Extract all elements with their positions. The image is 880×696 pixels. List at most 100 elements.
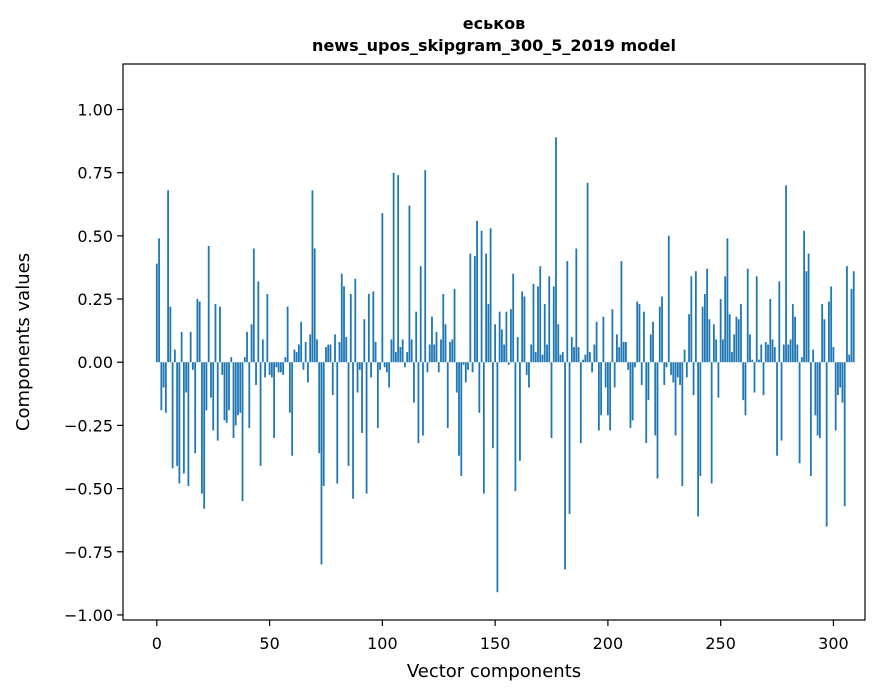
- bar-49: [266, 293, 269, 363]
- bar-276: [778, 281, 781, 363]
- bar-215: [640, 362, 643, 385]
- bar-301: [834, 362, 837, 431]
- bar-119: [424, 170, 427, 363]
- bar-196: [597, 362, 600, 431]
- x-tick-label-0: 0: [152, 634, 162, 653]
- bar-255: [731, 352, 733, 363]
- bar-117: [419, 266, 422, 363]
- bar-202: [611, 309, 614, 363]
- bar-115: [415, 311, 418, 363]
- plot-area-frame: [122, 63, 866, 621]
- bar-236: [688, 314, 690, 363]
- bar-71: [316, 339, 318, 363]
- bar-100: [381, 213, 384, 363]
- bar-159: [514, 362, 517, 492]
- bar-96: [372, 291, 375, 363]
- bar-162: [521, 291, 524, 363]
- bar-303: [839, 362, 842, 388]
- bar-55: [279, 362, 282, 373]
- bar-22: [205, 362, 208, 411]
- bar-47: [261, 339, 264, 363]
- bar-298: [828, 301, 830, 363]
- bar-290: [809, 362, 812, 476]
- bar-12: [182, 362, 185, 474]
- bar-0: [155, 263, 158, 363]
- bar-153: [500, 329, 503, 363]
- bar-120: [426, 362, 429, 373]
- chart-title-line2: news_upos_skipgram_300_5_2019 model: [312, 36, 676, 55]
- bar-180: [561, 352, 564, 363]
- bar-181: [564, 362, 566, 570]
- bar-36: [237, 362, 239, 416]
- bar-259: [740, 304, 742, 363]
- bar-140: [471, 362, 474, 373]
- bar-198: [602, 316, 605, 363]
- bar-166: [530, 344, 533, 363]
- bar-152: [498, 311, 501, 363]
- bar-143: [478, 362, 481, 413]
- bar-203: [613, 362, 616, 388]
- bar-173: [546, 344, 548, 363]
- bar-278: [782, 344, 785, 363]
- bar-292: [814, 362, 817, 416]
- bar-103: [388, 362, 391, 388]
- bar-238: [692, 362, 695, 396]
- bar-134: [458, 362, 460, 456]
- bar-80: [336, 362, 339, 484]
- bar-271: [767, 344, 769, 363]
- bar-190: [584, 354, 587, 363]
- bar-188: [579, 362, 582, 444]
- bar-265: [753, 362, 756, 393]
- bar-94: [367, 293, 370, 363]
- bar-239: [694, 271, 697, 363]
- bar-114: [413, 362, 415, 403]
- bar-42: [250, 324, 253, 363]
- bar-305: [843, 362, 846, 507]
- bar-2: [160, 362, 163, 411]
- bar-44: [255, 362, 257, 385]
- bar-158: [512, 273, 515, 363]
- bar-101: [383, 362, 386, 368]
- bar-280: [787, 344, 790, 363]
- bar-21: [203, 362, 206, 509]
- bar-53: [275, 362, 278, 368]
- bar-237: [690, 276, 693, 363]
- bar-167: [532, 283, 535, 363]
- bar-63: [298, 344, 300, 363]
- bar-41: [248, 362, 251, 428]
- bar-24: [210, 362, 212, 398]
- bar-108: [399, 347, 402, 363]
- bar-210: [629, 362, 632, 428]
- bar-98: [376, 362, 379, 428]
- bar-226: [665, 362, 668, 368]
- bar-284: [796, 344, 799, 363]
- bar-183: [568, 362, 571, 514]
- bar-244: [706, 268, 709, 363]
- bar-186: [575, 248, 578, 363]
- bar-266: [755, 276, 758, 363]
- bar-95: [370, 362, 372, 378]
- bar-242: [701, 306, 704, 363]
- bar-131: [451, 339, 454, 363]
- bar-105: [392, 172, 395, 363]
- bar-154: [503, 344, 506, 363]
- y-tick-label-4: 0.00: [77, 353, 113, 372]
- bar-37: [239, 362, 242, 413]
- bar-156: [507, 362, 510, 365]
- bar-302: [837, 362, 839, 396]
- bar-209: [627, 362, 630, 370]
- bar-267: [758, 359, 760, 363]
- bar-5: [167, 190, 169, 363]
- bar-45: [257, 281, 260, 363]
- bar-264: [751, 359, 754, 363]
- bar-260: [742, 362, 745, 401]
- bar-93: [365, 362, 368, 494]
- bar-122: [431, 316, 433, 363]
- bar-43: [252, 248, 255, 363]
- bar-81: [338, 342, 341, 363]
- y-tick-label-3: −0.25: [64, 416, 113, 435]
- bar-268: [760, 344, 763, 363]
- bar-56: [282, 362, 285, 375]
- bar-295: [821, 304, 824, 363]
- bar-163: [523, 296, 526, 363]
